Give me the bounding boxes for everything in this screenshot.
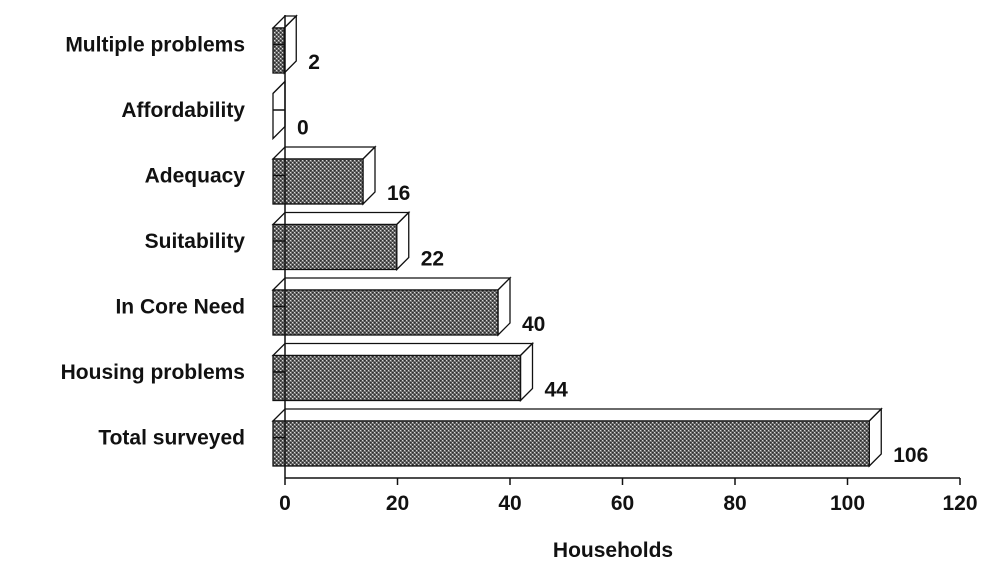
x-axis: 0 20 40 60 80 100 120: [279, 477, 978, 515]
bar: [272, 289, 499, 336]
bar-group: [271, 210, 411, 272]
data-label: 22: [421, 248, 444, 271]
x-axis-title: Households: [553, 539, 673, 562]
bar-top-face: [271, 342, 535, 357]
data-label: 106: [893, 444, 928, 467]
bar-group: [271, 145, 377, 206]
bar-group: [271, 341, 535, 403]
bar-top-face: [271, 211, 411, 226]
x-tick-label: 80: [723, 492, 746, 515]
data-label: 44: [545, 379, 569, 402]
bar: [272, 27, 285, 74]
x-tick-label: 20: [386, 492, 409, 515]
data-label: 16: [387, 182, 410, 205]
bar-top-face: [271, 146, 377, 160]
category-label: Adequacy: [145, 165, 246, 188]
x-tick-label: 60: [611, 492, 634, 515]
data-label: 40: [522, 313, 545, 336]
x-tick-label: 0: [279, 492, 291, 515]
bar: [272, 223, 398, 271]
category-label: Housing problems: [61, 361, 245, 384]
x-tick-label: 40: [498, 492, 521, 515]
bar-group: [271, 276, 512, 337]
bar-top-face: [271, 277, 512, 291]
category-label: Total surveyed: [98, 427, 245, 450]
plot-area: 2 0 16 22 40 44 106: [271, 14, 928, 468]
bar: [272, 158, 364, 205]
data-label: 0: [297, 117, 309, 140]
category-label: In Core Need: [115, 296, 245, 319]
x-tick-label: 100: [830, 492, 865, 515]
bar: [272, 420, 870, 467]
category-label: Affordability: [121, 99, 245, 122]
category-label: Suitability: [145, 230, 246, 253]
bar-group: [271, 407, 883, 468]
data-label: 2: [308, 51, 320, 74]
bar-top-face: [271, 408, 883, 422]
x-tick-label: 120: [942, 492, 977, 515]
y-axis: Multiple problems Affordability Adequacy Su…: [61, 15, 286, 478]
bar: [272, 354, 522, 402]
category-label: Multiple problems: [65, 34, 245, 57]
